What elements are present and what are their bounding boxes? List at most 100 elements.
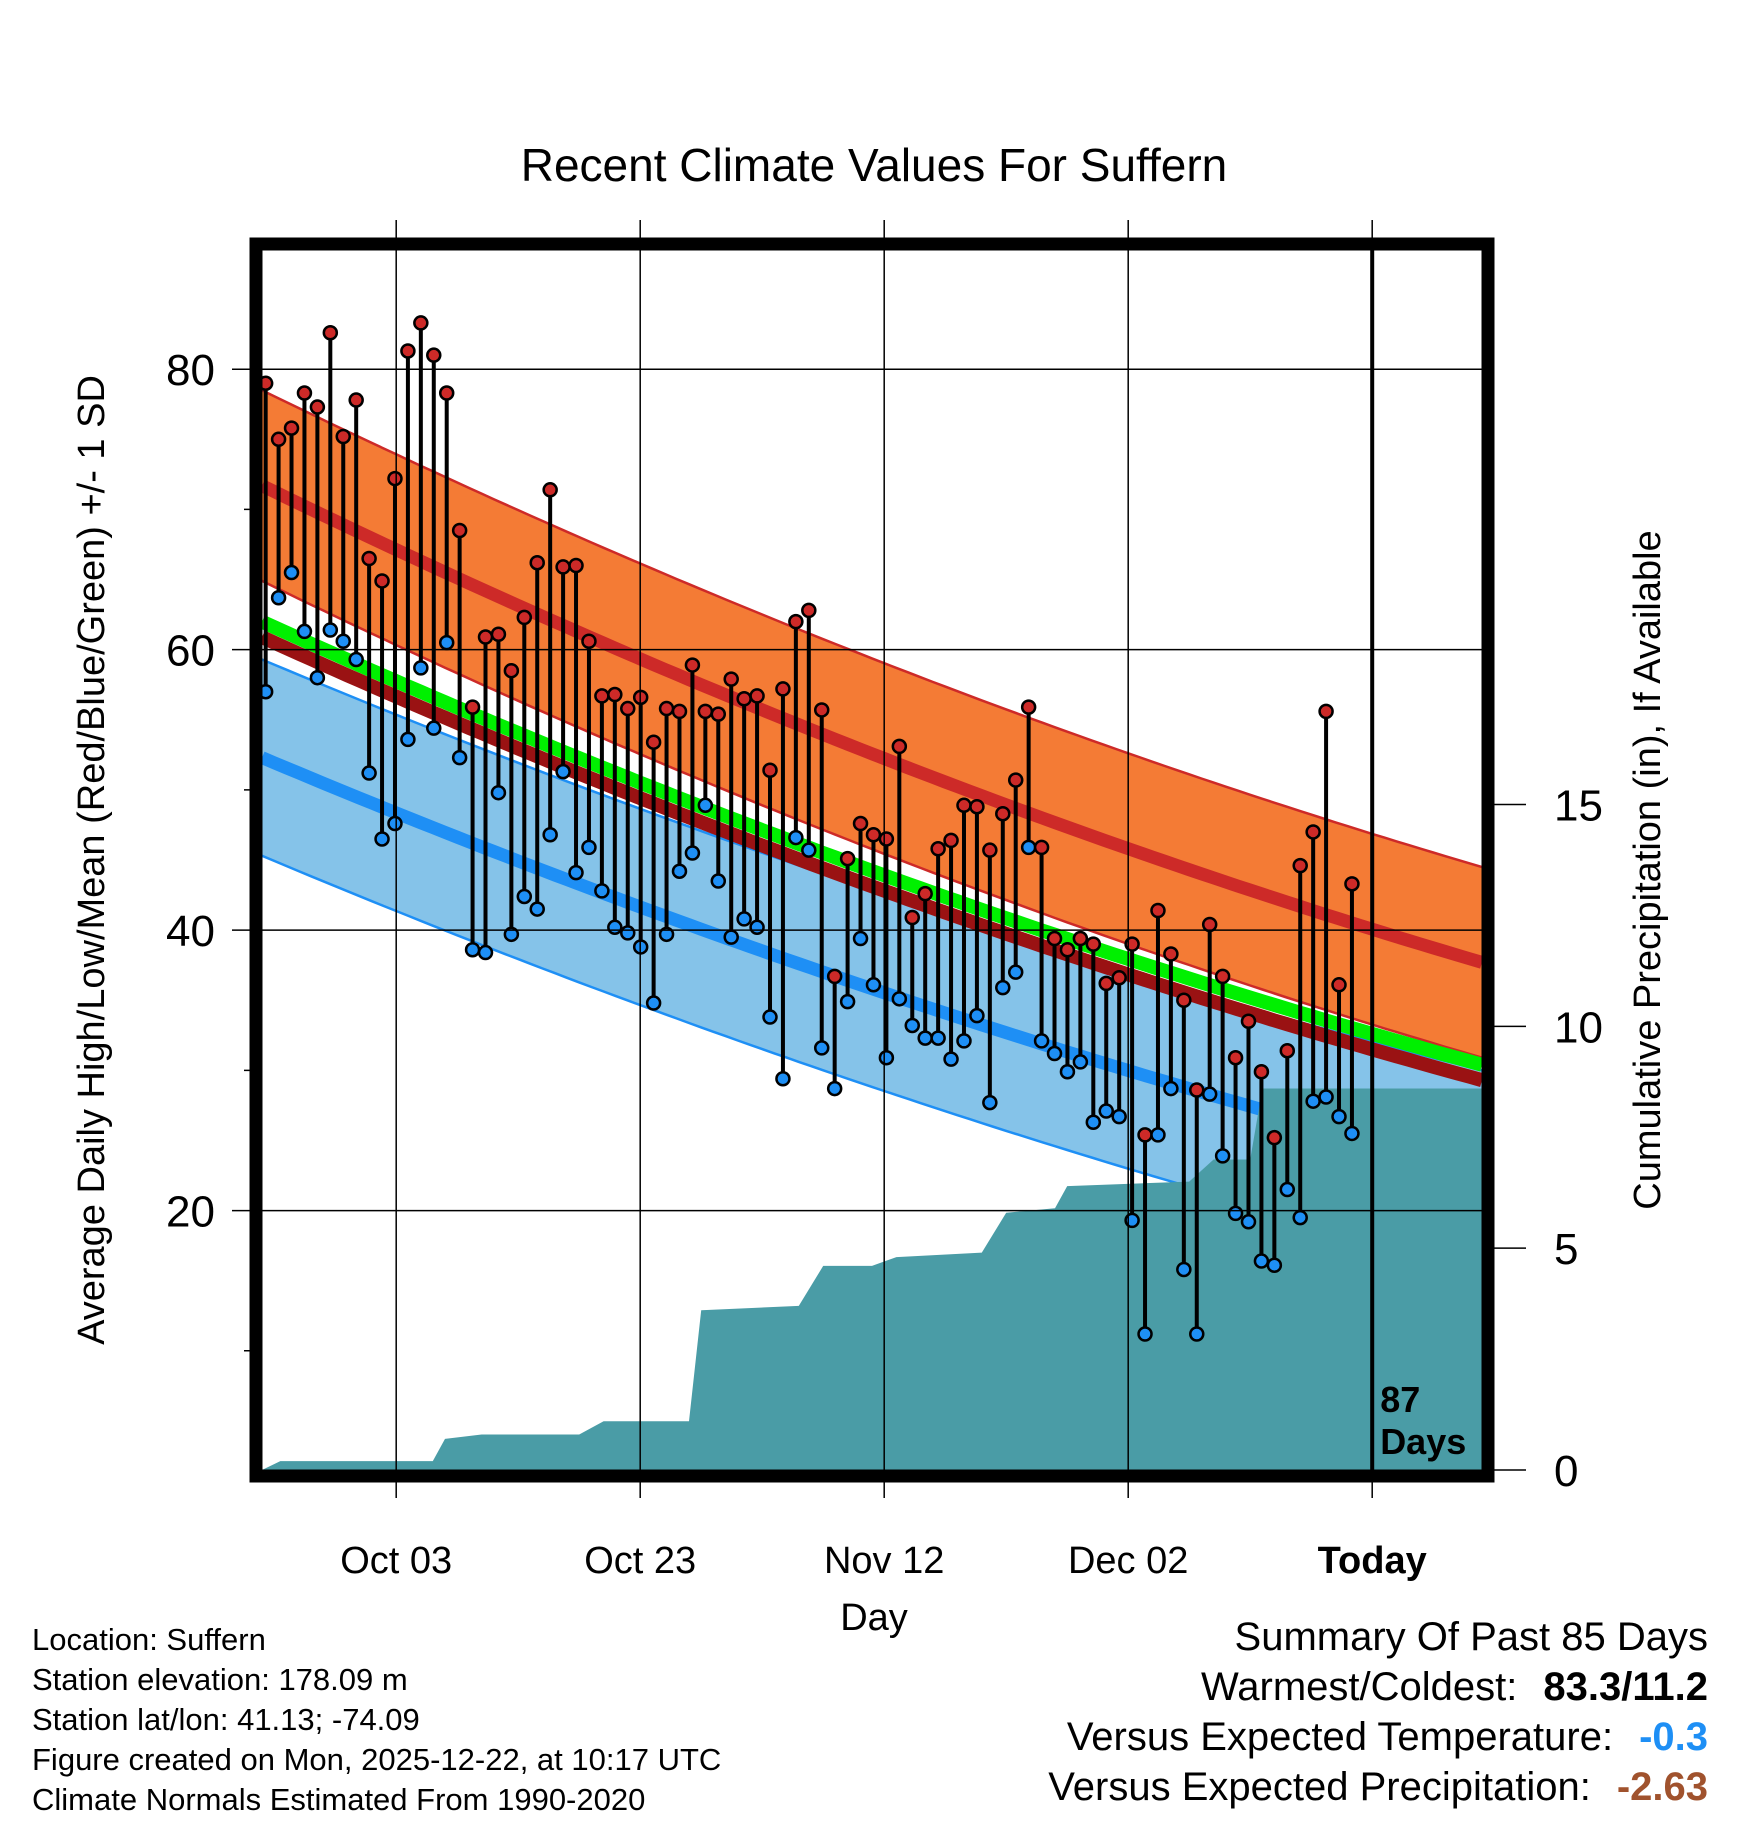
high-point: [762, 762, 778, 779]
y-tick-label: 40: [166, 907, 215, 956]
high-point: [464, 699, 481, 715]
high-point: [374, 573, 390, 589]
low-point: [645, 995, 662, 1011]
low-point: [969, 1007, 985, 1024]
low-point: [1266, 1257, 1283, 1274]
y-axis-label: Average Daily High/Low/Mean (Red/Blue/Gr…: [71, 375, 113, 1345]
info-normals: Climate Normals Estimated From 1990-2020: [32, 1782, 646, 1817]
precip-label: Versus Expected Precipitation:: [1048, 1765, 1591, 1809]
low-point: [1253, 1253, 1270, 1269]
high-point: [995, 805, 1011, 822]
low-point: [1292, 1209, 1308, 1226]
low-point: [451, 749, 468, 766]
high-point: [581, 633, 597, 649]
high-point: [400, 343, 416, 359]
high-point: [322, 324, 339, 341]
high-point: [1085, 936, 1102, 952]
high-point: [710, 706, 727, 722]
high-point: [1189, 1082, 1205, 1098]
low-point: [438, 634, 455, 651]
low-point: [865, 977, 882, 993]
low-point: [813, 1040, 830, 1056]
low-point: [852, 930, 869, 947]
precip-value: -2.63: [1616, 1765, 1708, 1809]
y-tick-label: 60: [166, 627, 215, 676]
low-point: [1020, 839, 1037, 856]
low-point: [878, 1049, 895, 1066]
low-point: [982, 1094, 998, 1111]
low-point: [309, 669, 326, 686]
high-point: [542, 482, 558, 498]
low-point: [568, 864, 584, 881]
low-point: [1111, 1108, 1127, 1125]
summary-panel: Summary Of Past 85 Days Warmest/Coldest:…: [1048, 1612, 1708, 1812]
low-point: [1176, 1261, 1192, 1278]
summary-title: Summary Of Past 85 Days: [1234, 1615, 1708, 1659]
high-point: [891, 738, 908, 755]
low-point: [335, 633, 352, 649]
low-point: [348, 651, 364, 668]
high-point: [426, 347, 442, 363]
high-point: [878, 831, 895, 847]
high-point: [1214, 968, 1231, 985]
summary-warmest-row: Warmest/Coldest: 83.3/11.2: [1048, 1662, 1708, 1712]
high-point: [1344, 876, 1360, 892]
high-point: [904, 909, 921, 926]
low-point: [904, 1017, 921, 1034]
temp-label: Versus Expected Temperature:: [1066, 1715, 1614, 1759]
high-point: [1279, 1042, 1296, 1059]
high-point: [1227, 1049, 1244, 1066]
low-point: [490, 784, 507, 801]
high-point: [361, 550, 377, 567]
high-point: [1176, 992, 1192, 1008]
station-info: Location: Suffern Station elevation: 178…: [32, 1620, 721, 1820]
low-point: [1007, 964, 1024, 980]
low-point: [1059, 1063, 1076, 1080]
high-point: [852, 815, 869, 832]
high-point: [451, 522, 468, 539]
high-point: [865, 827, 882, 843]
high-point: [309, 399, 326, 415]
low-point: [658, 926, 675, 943]
low-point: [775, 1071, 791, 1087]
plot-area: [262, 315, 1482, 1470]
low-point: [1163, 1080, 1179, 1097]
low-point: [374, 831, 390, 847]
low-point: [503, 926, 520, 943]
low-point: [1150, 1127, 1166, 1143]
high-point: [607, 686, 623, 703]
x-tick-label: Today: [1318, 1540, 1427, 1582]
info-location: Location: Suffern: [32, 1622, 266, 1657]
high-point: [775, 681, 791, 697]
low-point: [620, 925, 636, 941]
low-point: [1201, 1086, 1218, 1102]
low-point: [1305, 1093, 1321, 1109]
low-point: [1189, 1326, 1205, 1342]
low-point: [736, 911, 752, 927]
today-days-label: Days: [1380, 1421, 1466, 1462]
low-point: [529, 901, 545, 917]
low-point: [839, 993, 856, 1010]
low-point: [826, 1080, 843, 1097]
x-axis-label: Day: [840, 1597, 908, 1639]
info-elevation: Station elevation: 178.09 m: [32, 1662, 408, 1697]
low-point: [413, 660, 429, 676]
high-point: [943, 832, 959, 849]
low-point: [516, 888, 533, 905]
low-point: [1085, 1114, 1102, 1130]
high-point: [1318, 703, 1334, 720]
high-point: [1137, 1127, 1153, 1143]
low-point: [262, 683, 274, 700]
low-point: [697, 797, 714, 814]
y2-tick-label: 5: [1554, 1225, 1578, 1274]
low-point: [917, 1030, 933, 1046]
high-point: [503, 662, 520, 679]
low-point: [542, 827, 558, 843]
high-point: [1111, 970, 1127, 986]
high-point: [826, 968, 843, 985]
low-point: [581, 839, 597, 856]
low-point: [723, 929, 739, 945]
chart-title: Recent Climate Values For Suffern: [521, 139, 1228, 191]
high-point: [749, 688, 765, 704]
